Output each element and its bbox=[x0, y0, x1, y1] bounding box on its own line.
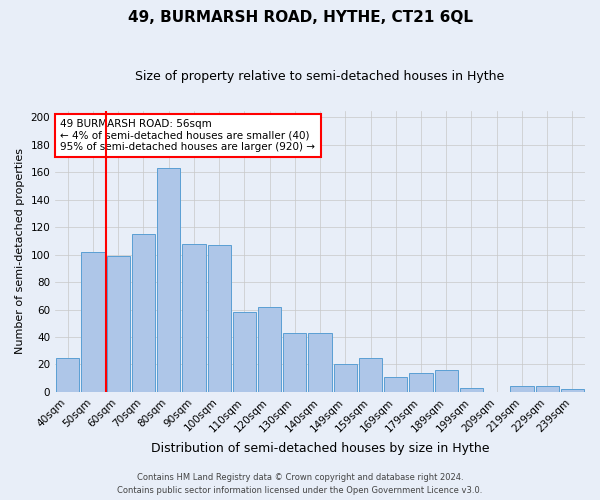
Bar bbox=[384, 377, 407, 392]
Bar bbox=[233, 312, 256, 392]
Bar bbox=[82, 252, 104, 392]
Bar bbox=[460, 388, 483, 392]
Bar bbox=[258, 307, 281, 392]
Bar bbox=[409, 372, 433, 392]
Bar bbox=[308, 333, 332, 392]
Bar bbox=[208, 245, 231, 392]
Bar bbox=[107, 256, 130, 392]
Text: 49 BURMARSH ROAD: 56sqm
← 4% of semi-detached houses are smaller (40)
95% of sem: 49 BURMARSH ROAD: 56sqm ← 4% of semi-det… bbox=[61, 119, 316, 152]
Y-axis label: Number of semi-detached properties: Number of semi-detached properties bbox=[15, 148, 25, 354]
X-axis label: Distribution of semi-detached houses by size in Hythe: Distribution of semi-detached houses by … bbox=[151, 442, 490, 455]
Bar bbox=[536, 386, 559, 392]
Text: 49, BURMARSH ROAD, HYTHE, CT21 6QL: 49, BURMARSH ROAD, HYTHE, CT21 6QL bbox=[128, 10, 473, 25]
Bar bbox=[157, 168, 181, 392]
Bar bbox=[434, 370, 458, 392]
Bar bbox=[561, 389, 584, 392]
Bar bbox=[334, 364, 357, 392]
Bar bbox=[132, 234, 155, 392]
Bar bbox=[56, 358, 79, 392]
Bar bbox=[182, 244, 206, 392]
Text: Contains HM Land Registry data © Crown copyright and database right 2024.
Contai: Contains HM Land Registry data © Crown c… bbox=[118, 474, 482, 495]
Bar bbox=[511, 386, 533, 392]
Bar bbox=[283, 333, 307, 392]
Title: Size of property relative to semi-detached houses in Hythe: Size of property relative to semi-detach… bbox=[136, 70, 505, 83]
Bar bbox=[359, 358, 382, 392]
